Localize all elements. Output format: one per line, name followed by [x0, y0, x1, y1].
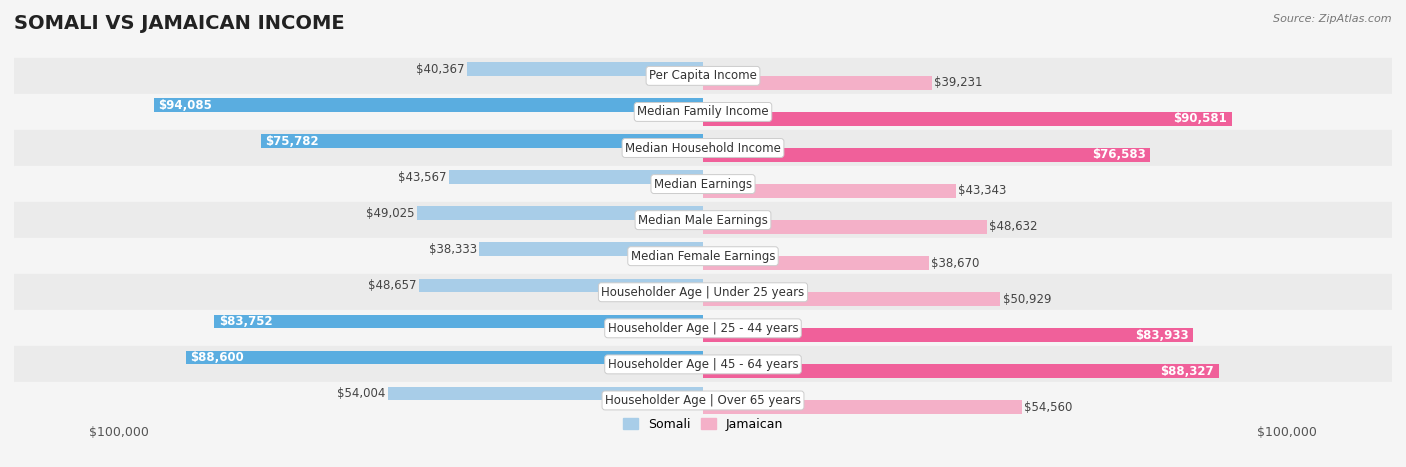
Text: $75,782: $75,782 [266, 134, 319, 148]
Bar [14, 238, 1392, 274]
Text: Per Capita Income: Per Capita Income [650, 70, 756, 82]
Text: Median Female Earnings: Median Female Earnings [631, 250, 775, 263]
Bar [703, 184, 956, 198]
Bar [14, 202, 1392, 238]
Text: $38,670: $38,670 [931, 256, 980, 269]
Bar [260, 134, 703, 148]
Text: Median Male Earnings: Median Male Earnings [638, 213, 768, 226]
Text: Householder Age | Over 65 years: Householder Age | Over 65 years [605, 394, 801, 407]
Text: Median Household Income: Median Household Income [626, 142, 780, 155]
Text: Median Earnings: Median Earnings [654, 177, 752, 191]
Bar [419, 278, 703, 292]
Bar [416, 206, 703, 220]
Bar [703, 76, 932, 90]
Bar [703, 148, 1150, 162]
Text: $50,929: $50,929 [1002, 293, 1052, 305]
Text: $43,567: $43,567 [398, 171, 446, 184]
Bar [703, 220, 987, 234]
Bar [14, 130, 1392, 166]
Text: $76,583: $76,583 [1091, 149, 1146, 162]
Legend: Somali, Jamaican: Somali, Jamaican [619, 413, 787, 436]
Bar [14, 166, 1392, 202]
Bar [703, 401, 1022, 414]
Text: $48,632: $48,632 [990, 220, 1038, 234]
Bar [449, 170, 703, 184]
Bar [703, 112, 1232, 126]
Bar [703, 328, 1194, 342]
Text: $88,600: $88,600 [190, 351, 245, 364]
Text: $54,560: $54,560 [1024, 401, 1073, 414]
Text: $39,231: $39,231 [935, 76, 983, 89]
Text: $40,367: $40,367 [416, 63, 465, 76]
Bar [703, 364, 1219, 378]
Text: $83,933: $83,933 [1135, 329, 1188, 342]
Text: $48,657: $48,657 [368, 279, 416, 292]
Bar [388, 387, 703, 401]
Bar [14, 94, 1392, 130]
Bar [186, 351, 703, 364]
Text: $54,004: $54,004 [337, 387, 385, 400]
Bar [14, 382, 1392, 418]
Text: $38,333: $38,333 [429, 243, 477, 256]
Text: $43,343: $43,343 [959, 184, 1007, 198]
Text: Source: ZipAtlas.com: Source: ZipAtlas.com [1274, 14, 1392, 24]
Text: Householder Age | 45 - 64 years: Householder Age | 45 - 64 years [607, 358, 799, 371]
Bar [214, 315, 703, 328]
Text: $90,581: $90,581 [1174, 112, 1227, 125]
Bar [479, 242, 703, 256]
Bar [467, 62, 703, 76]
Text: Householder Age | Under 25 years: Householder Age | Under 25 years [602, 286, 804, 299]
Bar [14, 58, 1392, 94]
Bar [14, 274, 1392, 310]
Text: Median Family Income: Median Family Income [637, 106, 769, 119]
Text: Householder Age | 25 - 44 years: Householder Age | 25 - 44 years [607, 322, 799, 335]
Text: $88,327: $88,327 [1160, 365, 1213, 378]
Bar [703, 256, 929, 270]
Text: SOMALI VS JAMAICAN INCOME: SOMALI VS JAMAICAN INCOME [14, 14, 344, 33]
Text: $83,752: $83,752 [219, 315, 273, 328]
Bar [153, 98, 703, 112]
Text: $49,025: $49,025 [366, 207, 415, 220]
Text: $94,085: $94,085 [159, 99, 212, 112]
Bar [14, 310, 1392, 347]
Bar [703, 292, 1000, 306]
Bar [14, 347, 1392, 382]
